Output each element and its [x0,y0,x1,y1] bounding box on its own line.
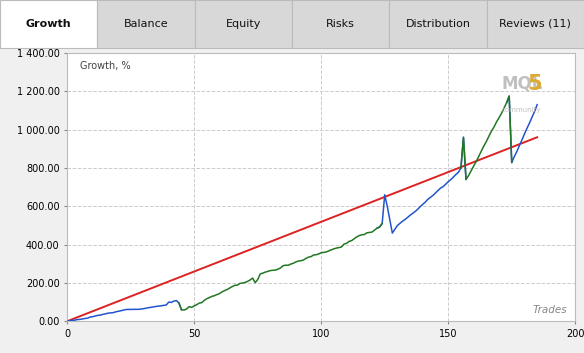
Text: Balance: Balance [124,19,168,29]
Text: Trades: Trades [533,305,568,315]
Text: Growth: Growth [26,19,71,29]
Text: Reviews (11): Reviews (11) [499,19,571,29]
Bar [390,0,486,48]
Bar [194,0,292,48]
Text: 5: 5 [527,74,541,94]
Bar [486,0,584,48]
Text: Growth, %: Growth, % [80,61,130,71]
Text: Equity: Equity [225,19,261,29]
Text: MQL: MQL [502,74,543,92]
Bar [98,0,194,48]
Text: community: community [502,107,541,113]
Bar [292,0,390,48]
Text: Distribution: Distribution [405,19,471,29]
Text: Risks: Risks [326,19,355,29]
Bar [0,0,98,48]
